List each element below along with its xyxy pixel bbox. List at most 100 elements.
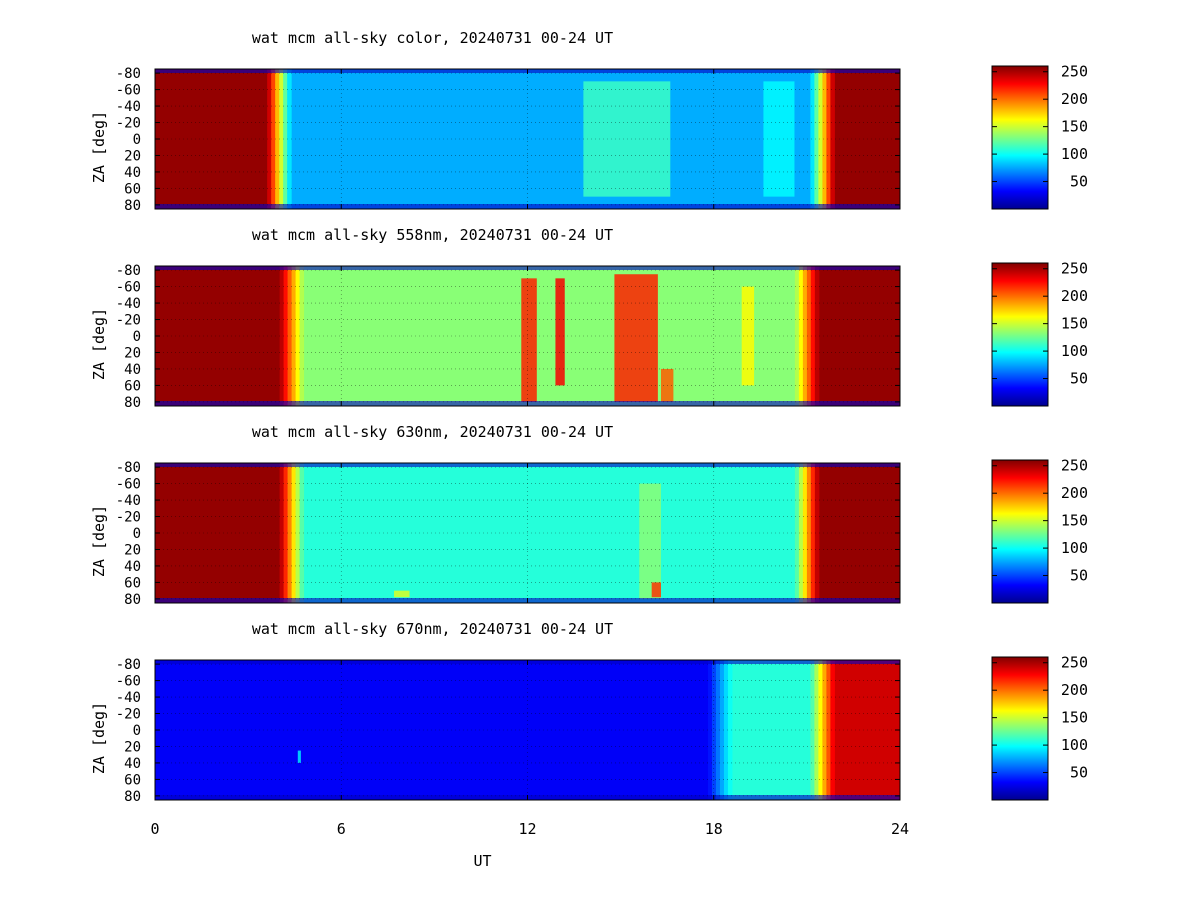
heatmap-region-night — [291, 266, 807, 406]
y-tick-label: -60 — [116, 280, 141, 296]
heatmap-transition-band — [299, 463, 305, 603]
heatmap-transition-band — [287, 69, 292, 209]
colorbar-tick-label: 100 — [1061, 539, 1088, 557]
heatmap-transition-band — [267, 69, 272, 209]
heatmap-panel-3: wat mcm all-sky 630nm, 20240731 00-24 UT… — [90, 423, 1088, 608]
colorbar-frame — [991, 262, 1049, 407]
y-axis-label: ZA [deg] — [90, 702, 108, 774]
heatmap-transition-band — [283, 266, 289, 406]
y-tick-label: 60 — [124, 772, 141, 788]
y-tick-label: 80 — [124, 395, 141, 411]
y-tick-label: 0 — [133, 329, 141, 345]
x-tick-label: 18 — [705, 820, 723, 838]
heatmap-transition-band — [830, 660, 835, 800]
heatmap-transition-band — [798, 463, 804, 603]
heatmap-transition-band — [814, 463, 820, 603]
colorbar-gradient — [992, 657, 1048, 800]
colorbar-tick-label: 100 — [1061, 736, 1088, 754]
colorbar-gradient — [992, 66, 1048, 209]
colorbar-tick-label: 250 — [1061, 260, 1088, 278]
y-tick-label: -40 — [116, 99, 141, 115]
y-tick-label: 0 — [133, 723, 141, 739]
heatmap-transition-band — [798, 266, 804, 406]
y-tick-label: 80 — [124, 789, 141, 805]
heatmap-transition-band — [826, 660, 831, 800]
heatmap-transition-band — [291, 266, 297, 406]
y-tick-label: 0 — [133, 132, 141, 148]
heatmap-transition-band — [810, 660, 815, 800]
y-tick-label: 40 — [124, 362, 141, 378]
y-tick-label: 60 — [124, 181, 141, 197]
heatmap-feature-2 — [763, 81, 795, 197]
heatmap-transition-band — [794, 463, 800, 603]
y-tick-label: -60 — [116, 83, 141, 99]
colorbar-frame — [991, 65, 1049, 210]
heatmap-transition-band — [830, 69, 835, 209]
y-tick-label: -80 — [116, 66, 141, 82]
heatmap-panel-1: wat mcm all-sky color, 20240731 00-24 UT… — [90, 29, 1088, 214]
heatmap-transition-band — [814, 69, 819, 209]
y-tick-label: 20 — [124, 739, 141, 755]
heatmap-transition-band — [291, 463, 297, 603]
heatmap-transition-band — [711, 660, 717, 800]
heatmap-transition-band — [818, 69, 823, 209]
heatmap-transition-band — [719, 660, 725, 800]
heatmap-region-dark — [155, 660, 720, 800]
x-tick-label: 12 — [518, 820, 536, 838]
heatmap-transition-band — [822, 69, 827, 209]
y-tick-label: -40 — [116, 296, 141, 312]
heatmap-feature-3 — [394, 590, 410, 598]
y-tick-label: -80 — [116, 460, 141, 476]
y-tick-label: 80 — [124, 592, 141, 608]
y-tick-label: 40 — [124, 756, 141, 772]
heatmap-transition-band — [818, 660, 823, 800]
colorbar-tick-label: 50 — [1070, 567, 1088, 585]
heatmap-transition-band — [822, 660, 827, 800]
heatmap-transition-band — [287, 266, 293, 406]
colorbar-tick-label: 100 — [1061, 342, 1088, 360]
heatmap-feature-3 — [614, 274, 658, 402]
heatmap-transition-band — [802, 463, 808, 603]
heatmap-transition-band — [295, 266, 301, 406]
heatmap-panel-2: wat mcm all-sky 558nm, 20240731 00-24 UT… — [90, 226, 1088, 411]
heatmap-transition-band — [723, 660, 729, 800]
y-tick-label: -60 — [116, 477, 141, 493]
colorbar-tick-label: 200 — [1061, 484, 1088, 502]
panel-title: wat mcm all-sky 558nm, 20240731 00-24 UT — [252, 226, 613, 244]
y-tick-label: -20 — [116, 510, 141, 526]
heatmap-feature-1 — [297, 750, 301, 763]
panel-title: wat mcm all-sky 630nm, 20240731 00-24 UT — [252, 423, 613, 441]
colorbar-frame — [991, 459, 1049, 604]
heatmap-transition-band — [810, 463, 816, 603]
heatmap-transition-band — [279, 463, 285, 603]
heatmap-feature-2 — [651, 582, 661, 598]
heatmap-transition-band — [707, 660, 713, 800]
y-tick-label: -40 — [116, 690, 141, 706]
heatmap-feature-2 — [555, 278, 565, 386]
colorbar-gradient — [992, 263, 1048, 406]
colorbar-tick-label: 150 — [1061, 512, 1088, 530]
heatmap-region-night — [279, 69, 823, 209]
y-tick-label: -80 — [116, 263, 141, 279]
panel-title: wat mcm all-sky color, 20240731 00-24 UT — [252, 29, 613, 47]
x-axis-label: UT — [473, 852, 491, 870]
y-tick-label: -40 — [116, 493, 141, 509]
heatmap-transition-band — [810, 266, 816, 406]
y-axis-label: ZA [deg] — [90, 505, 108, 577]
y-tick-label: 20 — [124, 148, 141, 164]
y-tick-label: 40 — [124, 559, 141, 575]
y-tick-label: -20 — [116, 116, 141, 132]
colorbar-tick-label: 150 — [1061, 315, 1088, 333]
heatmap-transition-band — [727, 660, 733, 800]
heatmap-transition-band — [814, 266, 820, 406]
colorbar-tick-label: 100 — [1061, 145, 1088, 163]
heatmap-feature-1 — [583, 81, 671, 197]
x-tick-label: 6 — [337, 820, 346, 838]
colorbar-tick-label: 250 — [1061, 654, 1088, 672]
heatmap-transition-band — [794, 266, 800, 406]
y-tick-label: 20 — [124, 345, 141, 361]
heatmap-transition-band — [810, 69, 815, 209]
heatmap-transition-band — [802, 266, 808, 406]
heatmap-transition-band — [299, 266, 305, 406]
